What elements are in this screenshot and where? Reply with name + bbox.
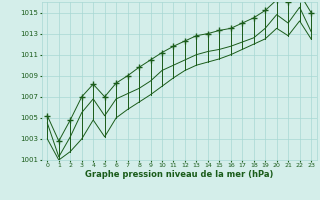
- X-axis label: Graphe pression niveau de la mer (hPa): Graphe pression niveau de la mer (hPa): [85, 170, 273, 179]
